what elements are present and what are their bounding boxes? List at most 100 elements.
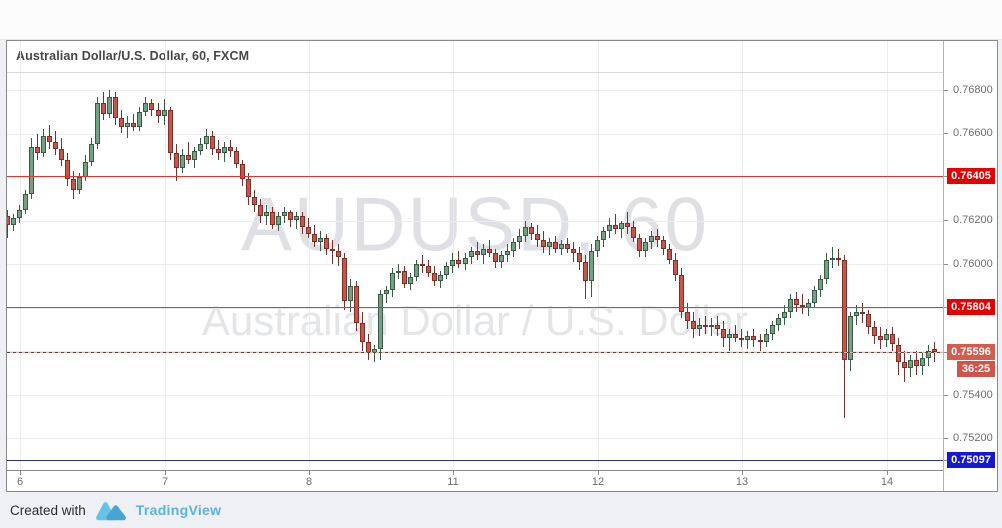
candle (420, 264, 425, 267)
price-gridline (7, 351, 943, 352)
candle (192, 150, 197, 160)
candle (824, 259, 829, 280)
candle (426, 266, 431, 273)
resistance-upper-line[interactable] (7, 175, 943, 177)
candle (402, 270, 407, 284)
candle-wick (296, 211, 297, 230)
price-tick (944, 90, 948, 91)
candle (583, 261, 588, 282)
candle (318, 237, 323, 243)
candle (643, 242, 648, 251)
created-with-label: Created with (10, 502, 86, 518)
current-price-label: 0.75596 (947, 344, 995, 360)
time-tick (309, 471, 310, 475)
candle (234, 150, 239, 164)
candle-wick (621, 220, 622, 238)
candle (354, 285, 359, 323)
candle (788, 298, 793, 312)
plot-area[interactable]: AUDUSD, 60 Australian Dollar / U.S. Doll… (7, 73, 943, 470)
candle (306, 227, 311, 234)
candle (336, 250, 341, 258)
candle (432, 272, 437, 282)
candle (776, 318, 781, 325)
candle (384, 290, 389, 295)
candle (505, 250, 510, 256)
candle (7, 216, 10, 225)
candle (294, 216, 299, 221)
time-gridline (598, 41, 599, 72)
candle (565, 244, 570, 249)
candle (95, 103, 100, 145)
candle (107, 96, 112, 114)
candle (312, 233, 317, 243)
candle (691, 320, 696, 330)
candle (739, 338, 744, 341)
candle (727, 333, 732, 338)
price-axis[interactable]: 0.76405 0.75804 0.75596 36:25 0.75097 0.76800… (943, 41, 997, 491)
candle-wick (760, 333, 761, 351)
candle (23, 194, 28, 210)
candle (770, 324, 775, 334)
candle (180, 155, 185, 169)
candle (125, 122, 130, 127)
candle (649, 235, 654, 243)
candle (282, 211, 287, 217)
candle (53, 142, 58, 149)
candle (890, 333, 895, 345)
candle (137, 111, 142, 127)
price-gridline (7, 438, 943, 439)
candle (65, 159, 70, 180)
price-tick (944, 438, 948, 439)
chart-header: Australian Dollar/U.S. Dollar, 60, FXCM (7, 41, 943, 73)
tradingview-link[interactable]: TradingView (135, 502, 222, 518)
candle (932, 348, 937, 352)
candle-wick (729, 329, 730, 352)
candle (655, 235, 660, 241)
current-price-line[interactable] (7, 351, 943, 353)
candle (673, 259, 678, 275)
candle-wick (127, 116, 128, 138)
candle (848, 316, 853, 360)
candle (529, 227, 534, 234)
candle-wick (188, 142, 189, 164)
time-tick (453, 471, 454, 475)
candle (764, 333, 769, 343)
price-gridline (7, 177, 943, 178)
candle (703, 324, 708, 328)
candle (414, 264, 419, 278)
candle (511, 242, 516, 251)
chart-card: Australian Dollar/U.S. Dollar, 60, FXCM … (6, 40, 998, 492)
candle (667, 248, 672, 260)
resistance-lower-line[interactable] (7, 306, 943, 308)
candle (679, 274, 684, 312)
candle-wick (735, 324, 736, 343)
time-gridline (453, 41, 454, 72)
candle (252, 196, 257, 206)
candle (902, 361, 907, 369)
candle (17, 209, 22, 219)
candle-wick (489, 240, 490, 258)
candle (113, 96, 118, 119)
time-tick (20, 471, 21, 475)
candle (450, 259, 455, 267)
price-tick-label: 0.76800 (953, 84, 993, 96)
time-axis[interactable]: 6 7 8 11 12 13 14 (7, 470, 943, 491)
time-tick (887, 471, 888, 475)
candle (463, 257, 468, 264)
candle (577, 253, 582, 262)
price-tick (944, 133, 948, 134)
candle (168, 109, 173, 153)
footer: Created with TradingView (10, 497, 221, 523)
candle (222, 146, 227, 153)
candle (715, 324, 720, 330)
candle (535, 233, 540, 240)
time-gridline (20, 41, 21, 72)
chart-title: Australian Dollar/U.S. Dollar, 60, FXCM (16, 49, 250, 63)
time-tick (598, 471, 599, 475)
candle (553, 242, 558, 249)
candle (571, 248, 576, 254)
candle (842, 259, 847, 360)
candle (589, 250, 594, 282)
support-line[interactable] (7, 460, 943, 462)
